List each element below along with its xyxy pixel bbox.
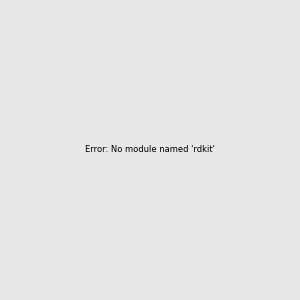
Text: Error: No module named 'rdkit': Error: No module named 'rdkit' (85, 146, 215, 154)
